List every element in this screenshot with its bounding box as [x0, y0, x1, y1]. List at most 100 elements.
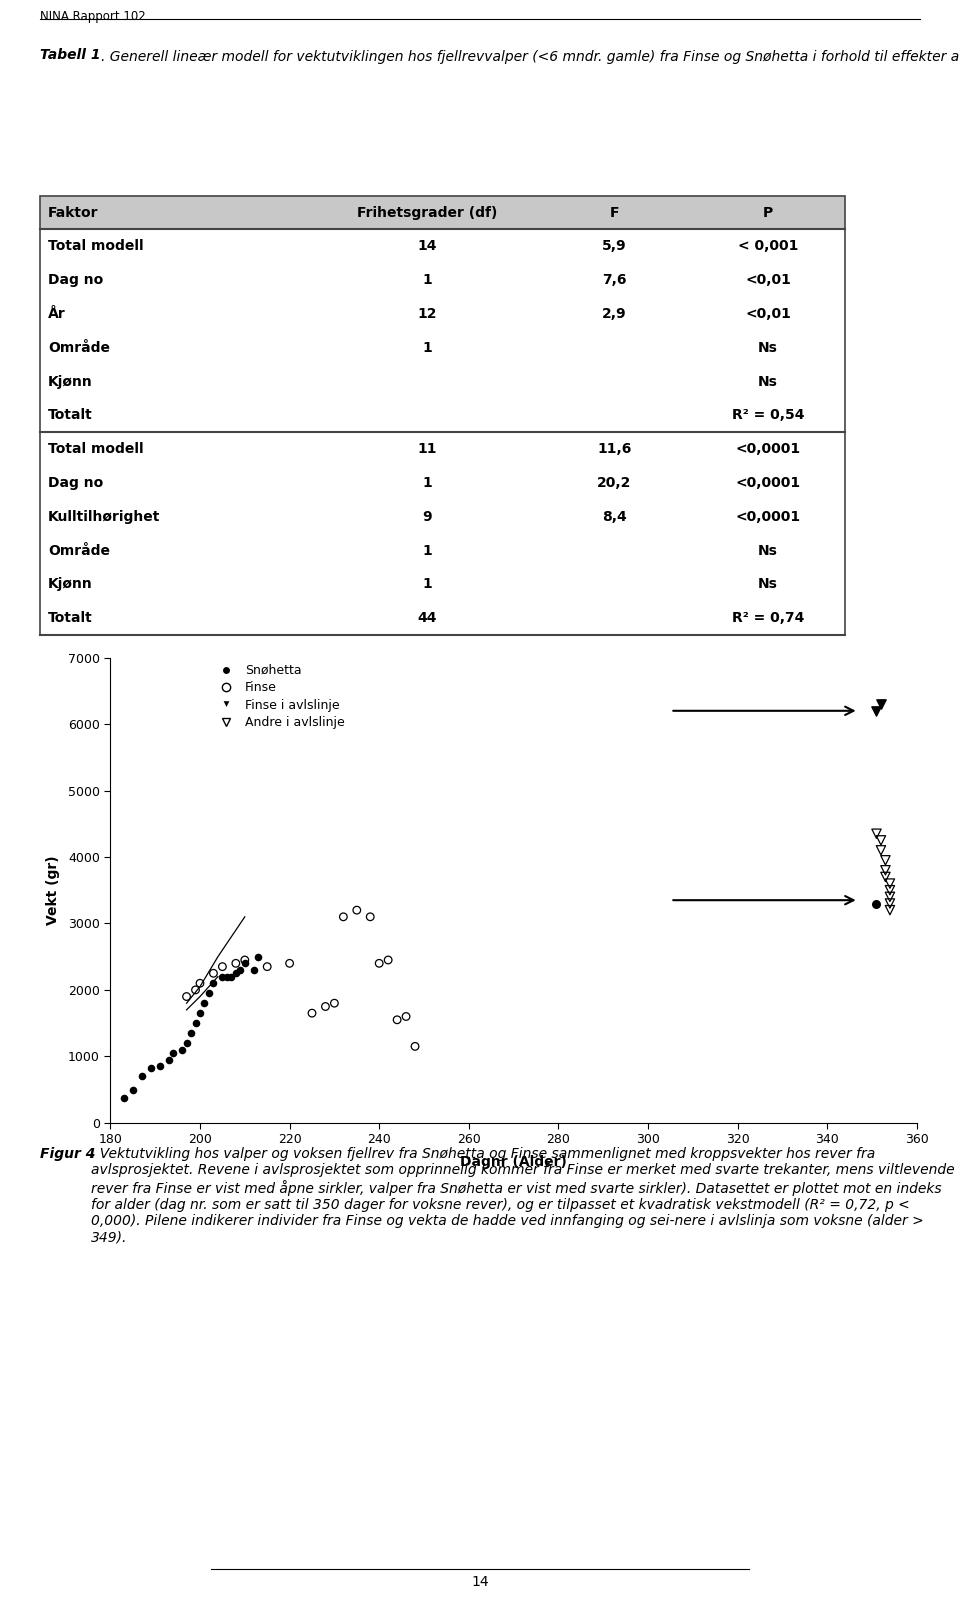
Point — [232, 958, 248, 983]
Point — [318, 993, 333, 1020]
Text: 1: 1 — [422, 273, 432, 287]
Text: Dag no: Dag no — [48, 273, 104, 287]
Point — [380, 946, 396, 972]
Text: <0,01: <0,01 — [745, 306, 791, 321]
Text: Frihetsgrader (df): Frihetsgrader (df) — [357, 205, 497, 220]
Text: <0,0001: <0,0001 — [735, 443, 801, 456]
Point — [183, 1020, 199, 1046]
Text: 1: 1 — [422, 544, 432, 558]
Point — [192, 1001, 207, 1027]
Text: Total modell: Total modell — [48, 443, 144, 456]
Point — [152, 1054, 167, 1079]
Legend: Snøhetta, Finse, Finse i avlslinje, Andre i avlslinje: Snøhetta, Finse, Finse i avlslinje, Andr… — [213, 664, 345, 728]
Text: 12: 12 — [418, 306, 437, 321]
Point — [197, 990, 212, 1015]
Point — [202, 980, 217, 1006]
Text: Faktor: Faktor — [48, 205, 99, 220]
Text: Ns: Ns — [758, 340, 778, 354]
Point — [251, 943, 266, 969]
Text: Område: Område — [48, 340, 110, 354]
Text: P: P — [763, 205, 773, 220]
Text: Kjønn: Kjønn — [48, 375, 93, 388]
Text: 5,9: 5,9 — [602, 239, 627, 253]
Point — [398, 1004, 414, 1030]
Point — [259, 954, 275, 980]
Point — [215, 954, 230, 980]
Point — [125, 1076, 140, 1102]
Point — [882, 897, 898, 922]
Point — [215, 964, 230, 990]
Point — [228, 951, 244, 977]
Text: Tabell 1: Tabell 1 — [40, 48, 101, 63]
Text: R² = 0,74: R² = 0,74 — [732, 611, 804, 626]
Point — [179, 983, 194, 1009]
Text: < 0,001: < 0,001 — [738, 239, 798, 253]
Text: Totalt: Totalt — [48, 409, 93, 422]
Text: 1: 1 — [422, 340, 432, 354]
Point — [219, 964, 234, 990]
Point — [175, 1036, 190, 1062]
Text: 2,9: 2,9 — [602, 306, 627, 321]
Point — [304, 1001, 320, 1027]
Text: Ns: Ns — [758, 544, 778, 558]
Text: <0,01: <0,01 — [745, 273, 791, 287]
Text: 11: 11 — [418, 443, 437, 456]
Point — [224, 964, 239, 990]
Point — [390, 1007, 405, 1033]
Point — [407, 1033, 422, 1059]
Point — [246, 958, 261, 983]
Text: 20,2: 20,2 — [597, 476, 632, 491]
Point — [869, 698, 884, 723]
Point — [188, 1011, 204, 1036]
Point — [179, 1030, 194, 1055]
Text: 14: 14 — [471, 1575, 489, 1590]
Point — [363, 905, 378, 930]
Point — [228, 961, 244, 986]
Text: Ns: Ns — [758, 577, 778, 592]
X-axis label: Dagnr (Alder): Dagnr (Alder) — [460, 1155, 567, 1169]
Point — [372, 951, 387, 977]
Point — [336, 905, 351, 930]
Point — [882, 877, 898, 903]
Text: Område: Område — [48, 544, 110, 558]
Point — [882, 890, 898, 916]
Point — [237, 946, 252, 972]
Text: 44: 44 — [418, 611, 437, 626]
Text: <0,0001: <0,0001 — [735, 476, 801, 491]
Point — [282, 951, 298, 977]
Text: NINA Rapport 102: NINA Rapport 102 — [40, 10, 146, 24]
Text: 1: 1 — [422, 476, 432, 491]
Text: Totalt: Totalt — [48, 611, 93, 626]
Text: Kulltilhørighet: Kulltilhørighet — [48, 510, 160, 525]
Point — [165, 1041, 180, 1067]
Text: Total modell: Total modell — [48, 239, 144, 253]
Text: År: År — [48, 306, 65, 321]
Point — [134, 1063, 150, 1089]
Text: Ns: Ns — [758, 375, 778, 388]
Text: 7,6: 7,6 — [602, 273, 627, 287]
Text: 14: 14 — [418, 239, 437, 253]
Point — [874, 828, 889, 853]
Point — [205, 970, 221, 996]
Y-axis label: Vekt (gr): Vekt (gr) — [46, 855, 60, 926]
Text: . Generell lineær modell for vektutviklingen hos fjellrevvalper (<6 mndr. gamle): . Generell lineær modell for vektutvikli… — [101, 48, 960, 64]
Text: Figur 4: Figur 4 — [40, 1147, 96, 1161]
Point — [874, 837, 889, 863]
Point — [192, 970, 207, 996]
Point — [869, 821, 884, 847]
Point — [882, 884, 898, 909]
Text: R² = 0,54: R² = 0,54 — [732, 409, 804, 422]
Point — [882, 871, 898, 897]
Point — [161, 1047, 177, 1073]
Text: F: F — [610, 205, 619, 220]
Point — [877, 858, 893, 884]
Point — [877, 847, 893, 873]
Text: 11,6: 11,6 — [597, 443, 632, 456]
Text: 1: 1 — [422, 577, 432, 592]
Point — [869, 890, 884, 916]
Point — [205, 961, 221, 986]
Text: 8,4: 8,4 — [602, 510, 627, 525]
Point — [237, 951, 252, 977]
Text: Kjønn: Kjønn — [48, 577, 93, 592]
Point — [326, 990, 342, 1015]
